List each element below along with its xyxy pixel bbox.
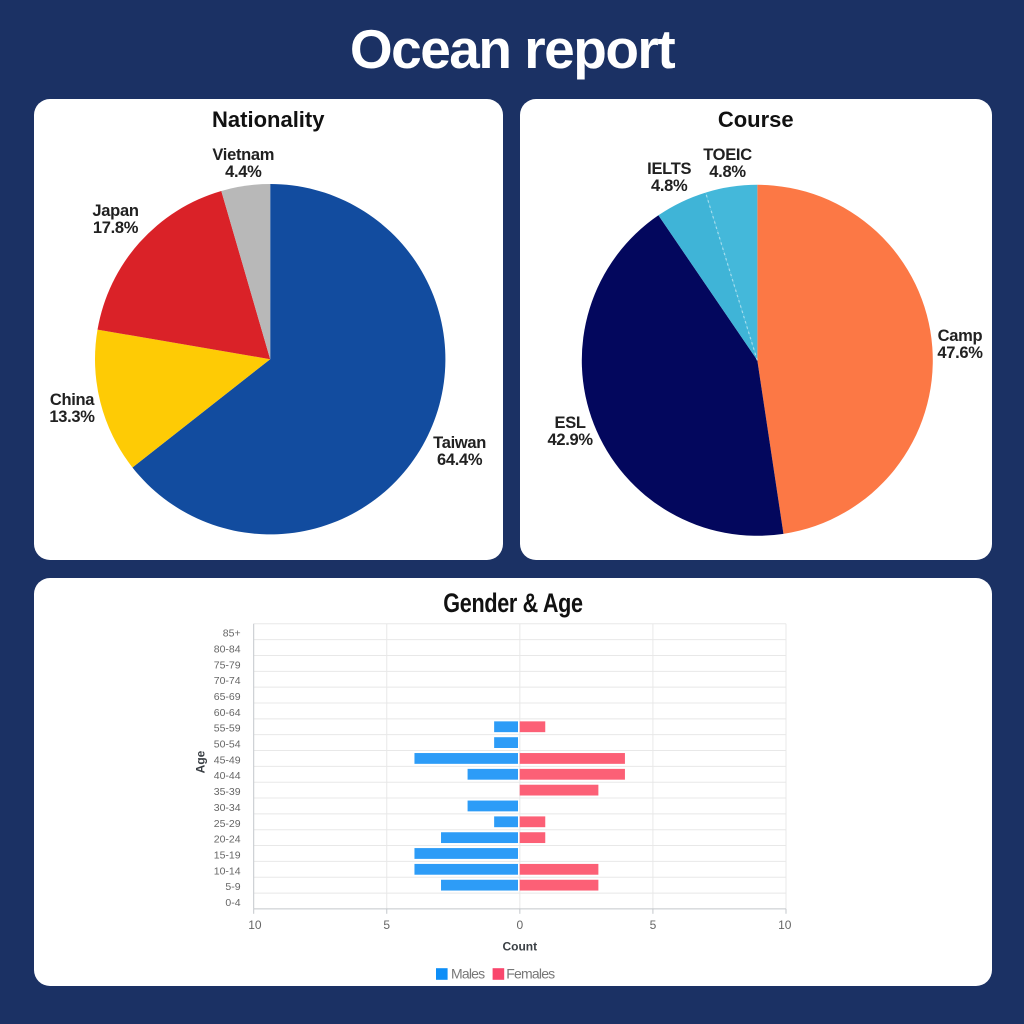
- svg-text:5-9: 5-9: [225, 881, 240, 893]
- svg-text:10-14: 10-14: [214, 865, 241, 877]
- svg-text:70-74: 70-74: [214, 675, 241, 687]
- svg-text:Females: Females: [506, 966, 555, 982]
- svg-text:20-24: 20-24: [214, 834, 241, 846]
- svg-text:Males: Males: [451, 966, 485, 982]
- svg-text:0-4: 0-4: [225, 897, 240, 909]
- svg-text:80-84: 80-84: [214, 644, 241, 656]
- svg-text:10: 10: [248, 918, 262, 932]
- svg-text:65-69: 65-69: [214, 691, 241, 703]
- svg-text:5: 5: [650, 918, 657, 932]
- svg-text:Count: Count: [502, 940, 537, 954]
- svg-text:5: 5: [383, 918, 390, 932]
- svg-text:35-39: 35-39: [214, 786, 241, 798]
- svg-text:15-19: 15-19: [214, 849, 241, 861]
- svg-text:55-59: 55-59: [214, 723, 241, 735]
- svg-text:0: 0: [516, 918, 523, 932]
- svg-text:85+: 85+: [223, 628, 241, 640]
- svg-text:10: 10: [778, 918, 792, 932]
- svg-text:75-79: 75-79: [214, 659, 241, 671]
- svg-text:25-29: 25-29: [214, 818, 241, 830]
- svg-text:30-34: 30-34: [214, 802, 241, 814]
- svg-text:Age: Age: [194, 750, 208, 773]
- svg-text:60-64: 60-64: [214, 707, 241, 719]
- svg-text:45-49: 45-49: [214, 754, 241, 766]
- svg-text:40-44: 40-44: [214, 770, 241, 782]
- svg-text:50-54: 50-54: [214, 739, 241, 751]
